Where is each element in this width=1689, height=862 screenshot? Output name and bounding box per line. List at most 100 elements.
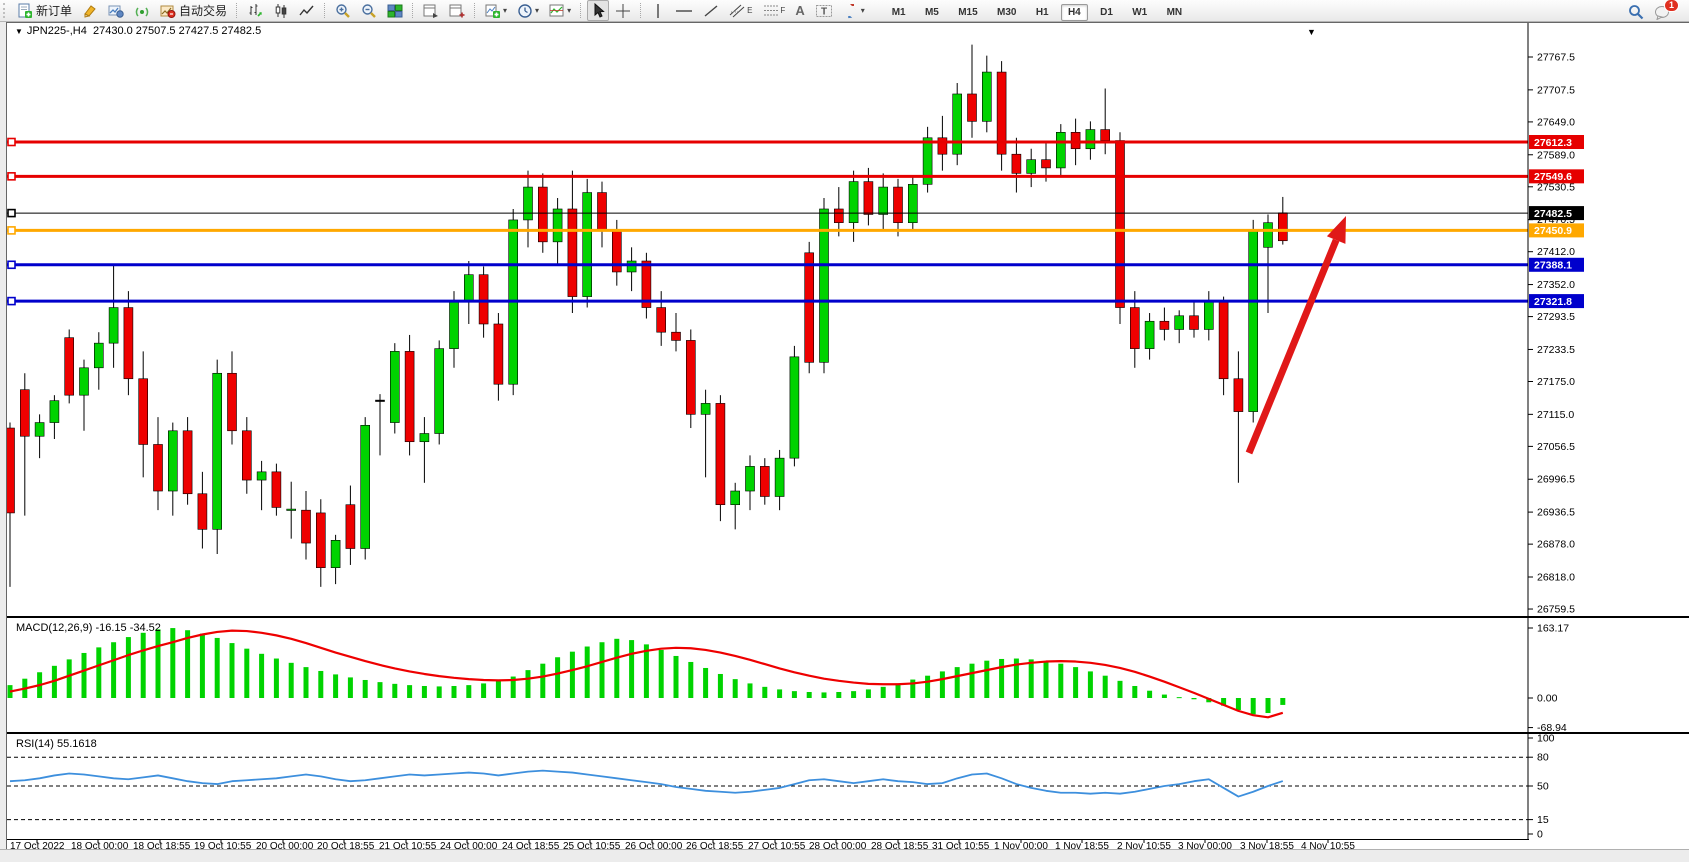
- add-indicator-button[interactable]: ▾: [481, 0, 511, 21]
- price-axis-tick: 26759.5: [1537, 604, 1575, 616]
- price-level-badge-value: 27612.3: [1534, 137, 1572, 149]
- macd-hist-bar: [347, 677, 353, 698]
- cursor-icon: [594, 3, 605, 18]
- timeframe-m1-button[interactable]: M1: [891, 6, 906, 18]
- arrows-tool-button[interactable]: ▾: [839, 0, 869, 21]
- time-axis-label: 26 Oct 18:55: [686, 841, 744, 850]
- notifications-button[interactable]: 1: [1650, 0, 1679, 22]
- macd-hist-bar: [703, 667, 709, 698]
- chart-window: ▼ JPN225-,H4 27430.0 27507.5 27427.5 2748…: [6, 22, 1689, 850]
- zoom-in-icon: [336, 3, 350, 18]
- level-anchor-handle[interactable]: [7, 208, 16, 218]
- templates-button[interactable]: ▾: [545, 0, 575, 21]
- candle-body: [478, 274, 489, 325]
- zoom-out-button[interactable]: [357, 0, 381, 21]
- text-label-tool-button[interactable]: T: [811, 0, 837, 21]
- signals-button[interactable]: [130, 0, 154, 21]
- macd-hist-bar: [1250, 698, 1256, 715]
- price-axis-tick: 26878.0: [1537, 539, 1575, 551]
- macd-hist-bar: [762, 686, 768, 698]
- cursor-tool-button[interactable]: [587, 0, 610, 21]
- chart-dropdown-icon[interactable]: ▼: [15, 27, 23, 36]
- auto-trading-button[interactable]: 自动交易: [156, 0, 231, 21]
- price-level-badge-value: 27482.5: [1534, 208, 1572, 220]
- macd-hist-bar: [939, 671, 945, 698]
- new-order-button[interactable]: 新订单: [13, 0, 76, 21]
- candle-body: [552, 208, 563, 243]
- crosshair-tool-button[interactable]: [611, 0, 635, 21]
- macd-hist-bar: [747, 683, 753, 698]
- trend-arrow-head[interactable]: [1326, 216, 1346, 244]
- macd-hist-bar: [1043, 661, 1049, 698]
- timeframe-d1-button[interactable]: D1: [1100, 6, 1113, 18]
- candle-body: [789, 356, 800, 459]
- price-level-badge: [1529, 257, 1584, 272]
- chart-canvas[interactable]: 27767.527707.527649.027589.027530.527470…: [7, 23, 1689, 850]
- time-axis-label: 26 Oct 00:00: [625, 841, 683, 850]
- search-button[interactable]: [1624, 1, 1648, 22]
- time-axis-label: 21 Oct 10:55: [379, 841, 437, 850]
- fibo-sub-label: F: [780, 6, 786, 15]
- data-window-button[interactable]: [419, 0, 443, 21]
- candle-body: [641, 260, 652, 308]
- macd-hist-bar: [1132, 685, 1138, 698]
- level-anchor-handle[interactable]: [7, 172, 16, 181]
- macd-hist-bar: [836, 691, 842, 698]
- macd-hist-bar: [229, 643, 235, 698]
- candle-body: [227, 372, 237, 432]
- macd-hist-bar: [732, 679, 738, 698]
- price-axis-tick: 27530.5: [1537, 181, 1575, 193]
- macd-axis-tick: 0.00: [1537, 693, 1558, 705]
- candle-body: [685, 340, 696, 415]
- equidistant-channel-tool-button[interactable]: E: [725, 0, 756, 21]
- candle-body: [819, 208, 829, 363]
- horizontal-line-tool-button[interactable]: [671, 0, 697, 21]
- candle-body: [34, 422, 45, 437]
- auto-trading-label: 自动交易: [179, 4, 228, 18]
- zoom-in-button[interactable]: [331, 0, 355, 21]
- level-anchor-handle[interactable]: [7, 260, 16, 270]
- trendline-tool-button[interactable]: [699, 0, 723, 21]
- fibonacci-tool-button[interactable]: F: [758, 0, 789, 21]
- line-chart-button[interactable]: [295, 0, 319, 21]
- level-anchor-handle[interactable]: [7, 226, 16, 235]
- periods-button[interactable]: ▾: [513, 0, 543, 21]
- timeframe-m5-button[interactable]: M5: [924, 6, 939, 18]
- toolbar-separator: [474, 3, 476, 18]
- time-axis-label: 25 Oct 10:55: [563, 841, 621, 850]
- add-indicator-icon: [485, 4, 501, 18]
- crosshair-icon: [616, 3, 631, 18]
- timeframe-w1-button[interactable]: W1: [1132, 6, 1148, 18]
- candlestick-chart-button[interactable]: [269, 0, 293, 21]
- price-level-badge: [1529, 206, 1584, 221]
- vertical-line-tool-button[interactable]: [647, 0, 669, 21]
- price-level-badge-value: 27321.8: [1534, 296, 1572, 308]
- text-tool-button[interactable]: A: [791, 0, 808, 21]
- toolbar-separator: [412, 3, 414, 18]
- macd-hist-bar: [244, 648, 250, 698]
- macd-hist-bar: [96, 647, 102, 698]
- timeframe-m15-button[interactable]: M15: [958, 6, 978, 18]
- profiles-button[interactable]: [104, 0, 128, 21]
- level-anchor-handle[interactable]: [7, 137, 16, 147]
- macd-hist-bar: [303, 667, 309, 698]
- macd-hist-bar: [954, 667, 960, 698]
- timeframe-m30-button[interactable]: M30: [997, 6, 1017, 18]
- styles-button[interactable]: [78, 0, 102, 21]
- candle-body: [567, 208, 578, 297]
- timeframe-h1-button[interactable]: H1: [1035, 6, 1049, 18]
- candle-body: [168, 430, 178, 492]
- toolbar-separator: [580, 3, 582, 18]
- timeframe-mn-button[interactable]: MN: [1166, 6, 1183, 18]
- macd-hist-bar: [643, 644, 649, 698]
- macd-hist-bar: [377, 682, 383, 698]
- timeframe-h4-button[interactable]: H4: [1060, 3, 1088, 21]
- candle-body: [804, 252, 815, 363]
- level-anchor-handle[interactable]: [7, 296, 16, 306]
- tile-windows-button[interactable]: [383, 0, 407, 21]
- rsi-axis-tick: 15: [1537, 814, 1549, 826]
- strategy-tester-button[interactable]: [445, 0, 469, 21]
- trend-arrow[interactable]: [1245, 238, 1340, 455]
- candle-body: [79, 367, 89, 396]
- bar-chart-button[interactable]: [243, 0, 267, 21]
